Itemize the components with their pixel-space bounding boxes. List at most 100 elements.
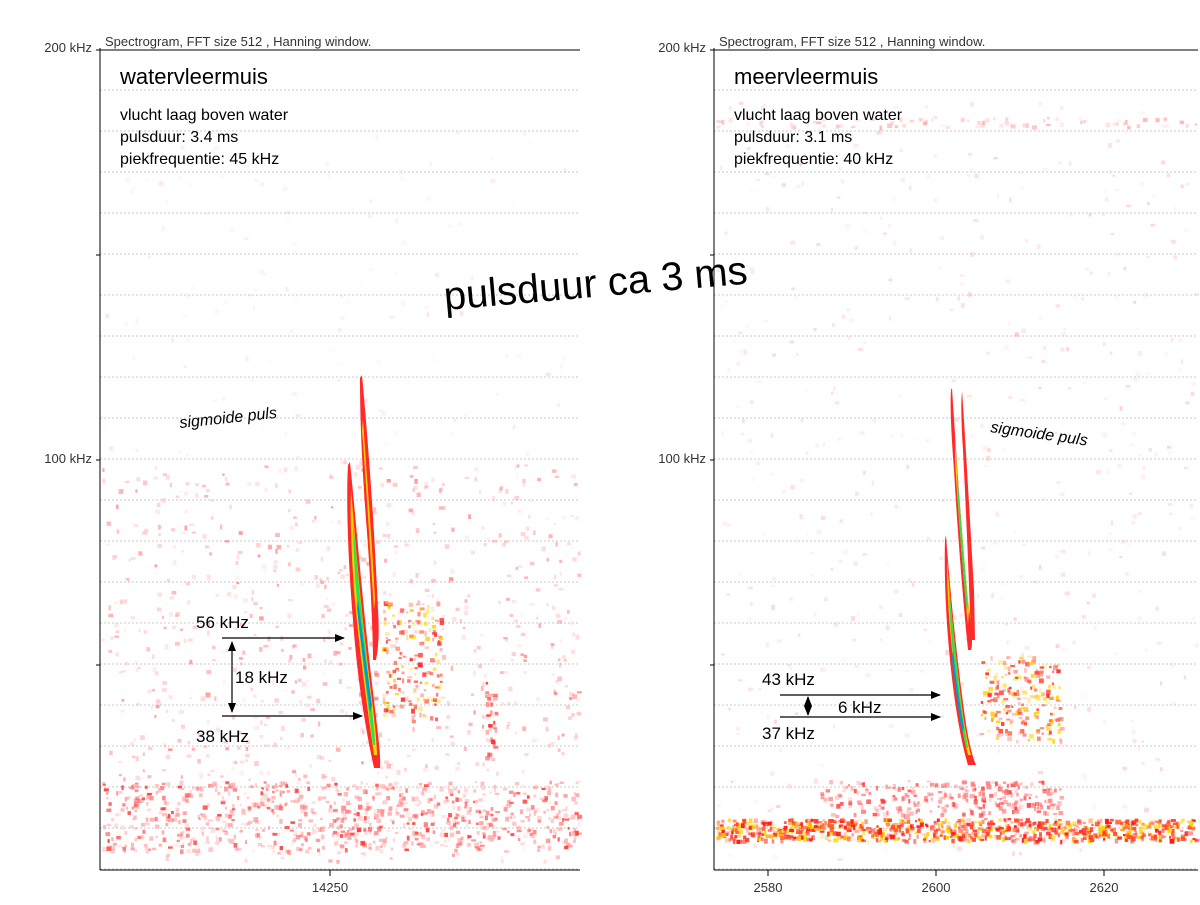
noise-pixel xyxy=(482,724,485,729)
noise-pixel xyxy=(419,844,425,849)
noise-pixel xyxy=(405,788,408,793)
noise-pixel xyxy=(1095,821,1098,826)
noise-pixel xyxy=(726,593,730,596)
noise-pixel xyxy=(960,787,965,790)
noise-pixel xyxy=(1005,824,1010,827)
noise-pixel xyxy=(528,813,531,817)
noise-pixel xyxy=(1122,122,1126,127)
noise-pixel xyxy=(146,794,151,800)
noise-pixel xyxy=(1140,182,1144,187)
noise-pixel xyxy=(251,590,255,595)
noise-pixel xyxy=(456,813,459,817)
noise-pixel xyxy=(810,818,814,822)
noise-pixel xyxy=(124,796,127,802)
noise-pixel xyxy=(431,695,435,700)
noise-pixel xyxy=(341,798,346,802)
noise-pixel xyxy=(312,520,315,523)
noise-pixel xyxy=(1007,672,1011,675)
noise-pixel xyxy=(120,808,125,812)
noise-pixel xyxy=(507,830,510,833)
noise-pixel xyxy=(767,821,772,826)
noise-pixel xyxy=(1108,822,1112,824)
noise-pixel xyxy=(1006,790,1012,795)
noise-pixel xyxy=(866,839,870,845)
noise-pixel xyxy=(315,838,321,842)
noise-pixel xyxy=(319,828,323,832)
noise-pixel xyxy=(521,614,524,618)
noise-pixel xyxy=(319,578,322,582)
noise-pixel xyxy=(342,811,347,817)
noise-pixel xyxy=(984,818,988,821)
noise-pixel xyxy=(513,424,516,428)
noise-pixel xyxy=(1092,834,1096,838)
left-upper-freq-label: 56 kHz xyxy=(196,613,249,632)
noise-pixel xyxy=(194,493,199,498)
noise-pixel xyxy=(977,120,981,125)
noise-pixel xyxy=(404,767,407,772)
noise-pixel xyxy=(968,808,972,811)
noise-pixel xyxy=(537,815,542,821)
noise-pixel xyxy=(247,806,252,810)
noise-pixel xyxy=(729,829,733,833)
noise-pixel xyxy=(572,839,576,844)
noise-pixel xyxy=(1069,826,1073,831)
noise-pixel xyxy=(506,800,511,803)
noise-pixel xyxy=(1074,831,1079,835)
noise-pixel xyxy=(223,299,227,305)
noise-pixel xyxy=(348,647,352,650)
noise-pixel xyxy=(758,832,762,836)
noise-pixel xyxy=(971,837,976,842)
noise-pixel xyxy=(887,224,891,227)
noise-pixel xyxy=(199,851,203,855)
noise-pixel xyxy=(771,605,775,610)
noise-pixel xyxy=(340,574,345,579)
noise-pixel xyxy=(570,814,576,820)
noise-pixel xyxy=(1185,182,1190,186)
noise-pixel xyxy=(433,531,437,534)
noise-pixel xyxy=(1036,708,1040,712)
noise-pixel xyxy=(1003,661,1006,666)
left-panel: Spectrogram, FFT size 512 , Hanning wind… xyxy=(44,34,583,895)
noise-pixel xyxy=(1065,820,1071,826)
noise-pixel xyxy=(575,634,580,640)
noise-pixel xyxy=(522,846,525,851)
noise-pixel xyxy=(953,803,958,808)
noise-pixel xyxy=(353,836,358,840)
noise-pixel xyxy=(490,157,495,161)
noise-pixel xyxy=(115,652,119,657)
noise-pixel xyxy=(1011,705,1014,708)
noise-pixel xyxy=(411,715,415,720)
noise-pixel xyxy=(974,804,978,808)
noise-pixel xyxy=(401,665,404,668)
noise-pixel xyxy=(109,750,113,756)
noise-pixel xyxy=(500,855,503,859)
noise-pixel xyxy=(310,708,315,711)
noise-pixel xyxy=(158,181,164,186)
noise-pixel xyxy=(266,771,270,776)
noise-pixel xyxy=(482,715,486,719)
noise-pixel xyxy=(981,834,986,838)
noise-pixel xyxy=(854,820,859,825)
noise-pixel xyxy=(1059,739,1063,745)
noise-pixel xyxy=(554,679,559,684)
noise-pixel xyxy=(794,295,798,300)
noise-pixel xyxy=(387,784,392,787)
noise-pixel xyxy=(898,613,903,617)
noise-pixel xyxy=(770,585,775,588)
noise-pixel xyxy=(858,836,863,840)
noise-pixel xyxy=(120,824,125,830)
noise-pixel xyxy=(1120,824,1125,827)
noise-pixel xyxy=(971,831,976,836)
noise-pixel xyxy=(745,837,750,843)
noise-pixel xyxy=(175,812,180,817)
noise-pixel xyxy=(279,790,282,795)
noise-pixel xyxy=(882,831,885,837)
noise-pixel xyxy=(1005,733,1009,736)
noise-pixel xyxy=(1024,239,1029,243)
noise-pixel xyxy=(860,827,864,832)
noise-pixel xyxy=(1122,828,1126,831)
noise-pixel xyxy=(345,711,348,717)
noise-pixel xyxy=(763,838,768,844)
noise-pixel xyxy=(386,534,391,539)
noise-pixel xyxy=(1018,660,1021,664)
